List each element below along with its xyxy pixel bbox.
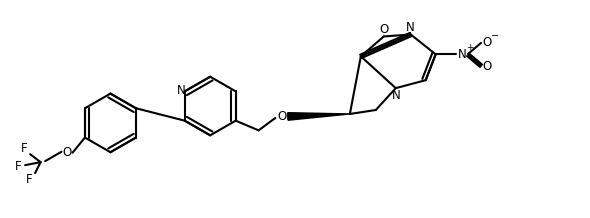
Polygon shape <box>288 113 350 120</box>
Text: O: O <box>379 23 388 36</box>
Text: N: N <box>407 21 415 34</box>
Text: F: F <box>15 160 21 173</box>
Text: O: O <box>277 111 286 123</box>
Text: N: N <box>458 48 467 61</box>
Text: N: N <box>178 84 186 97</box>
Text: F: F <box>21 142 28 155</box>
Text: F: F <box>26 173 32 186</box>
Text: +: + <box>466 43 473 52</box>
Text: O: O <box>482 36 491 49</box>
Text: O: O <box>482 60 491 73</box>
Text: N: N <box>391 89 400 102</box>
Text: O: O <box>63 146 71 159</box>
Text: −: − <box>491 31 500 41</box>
